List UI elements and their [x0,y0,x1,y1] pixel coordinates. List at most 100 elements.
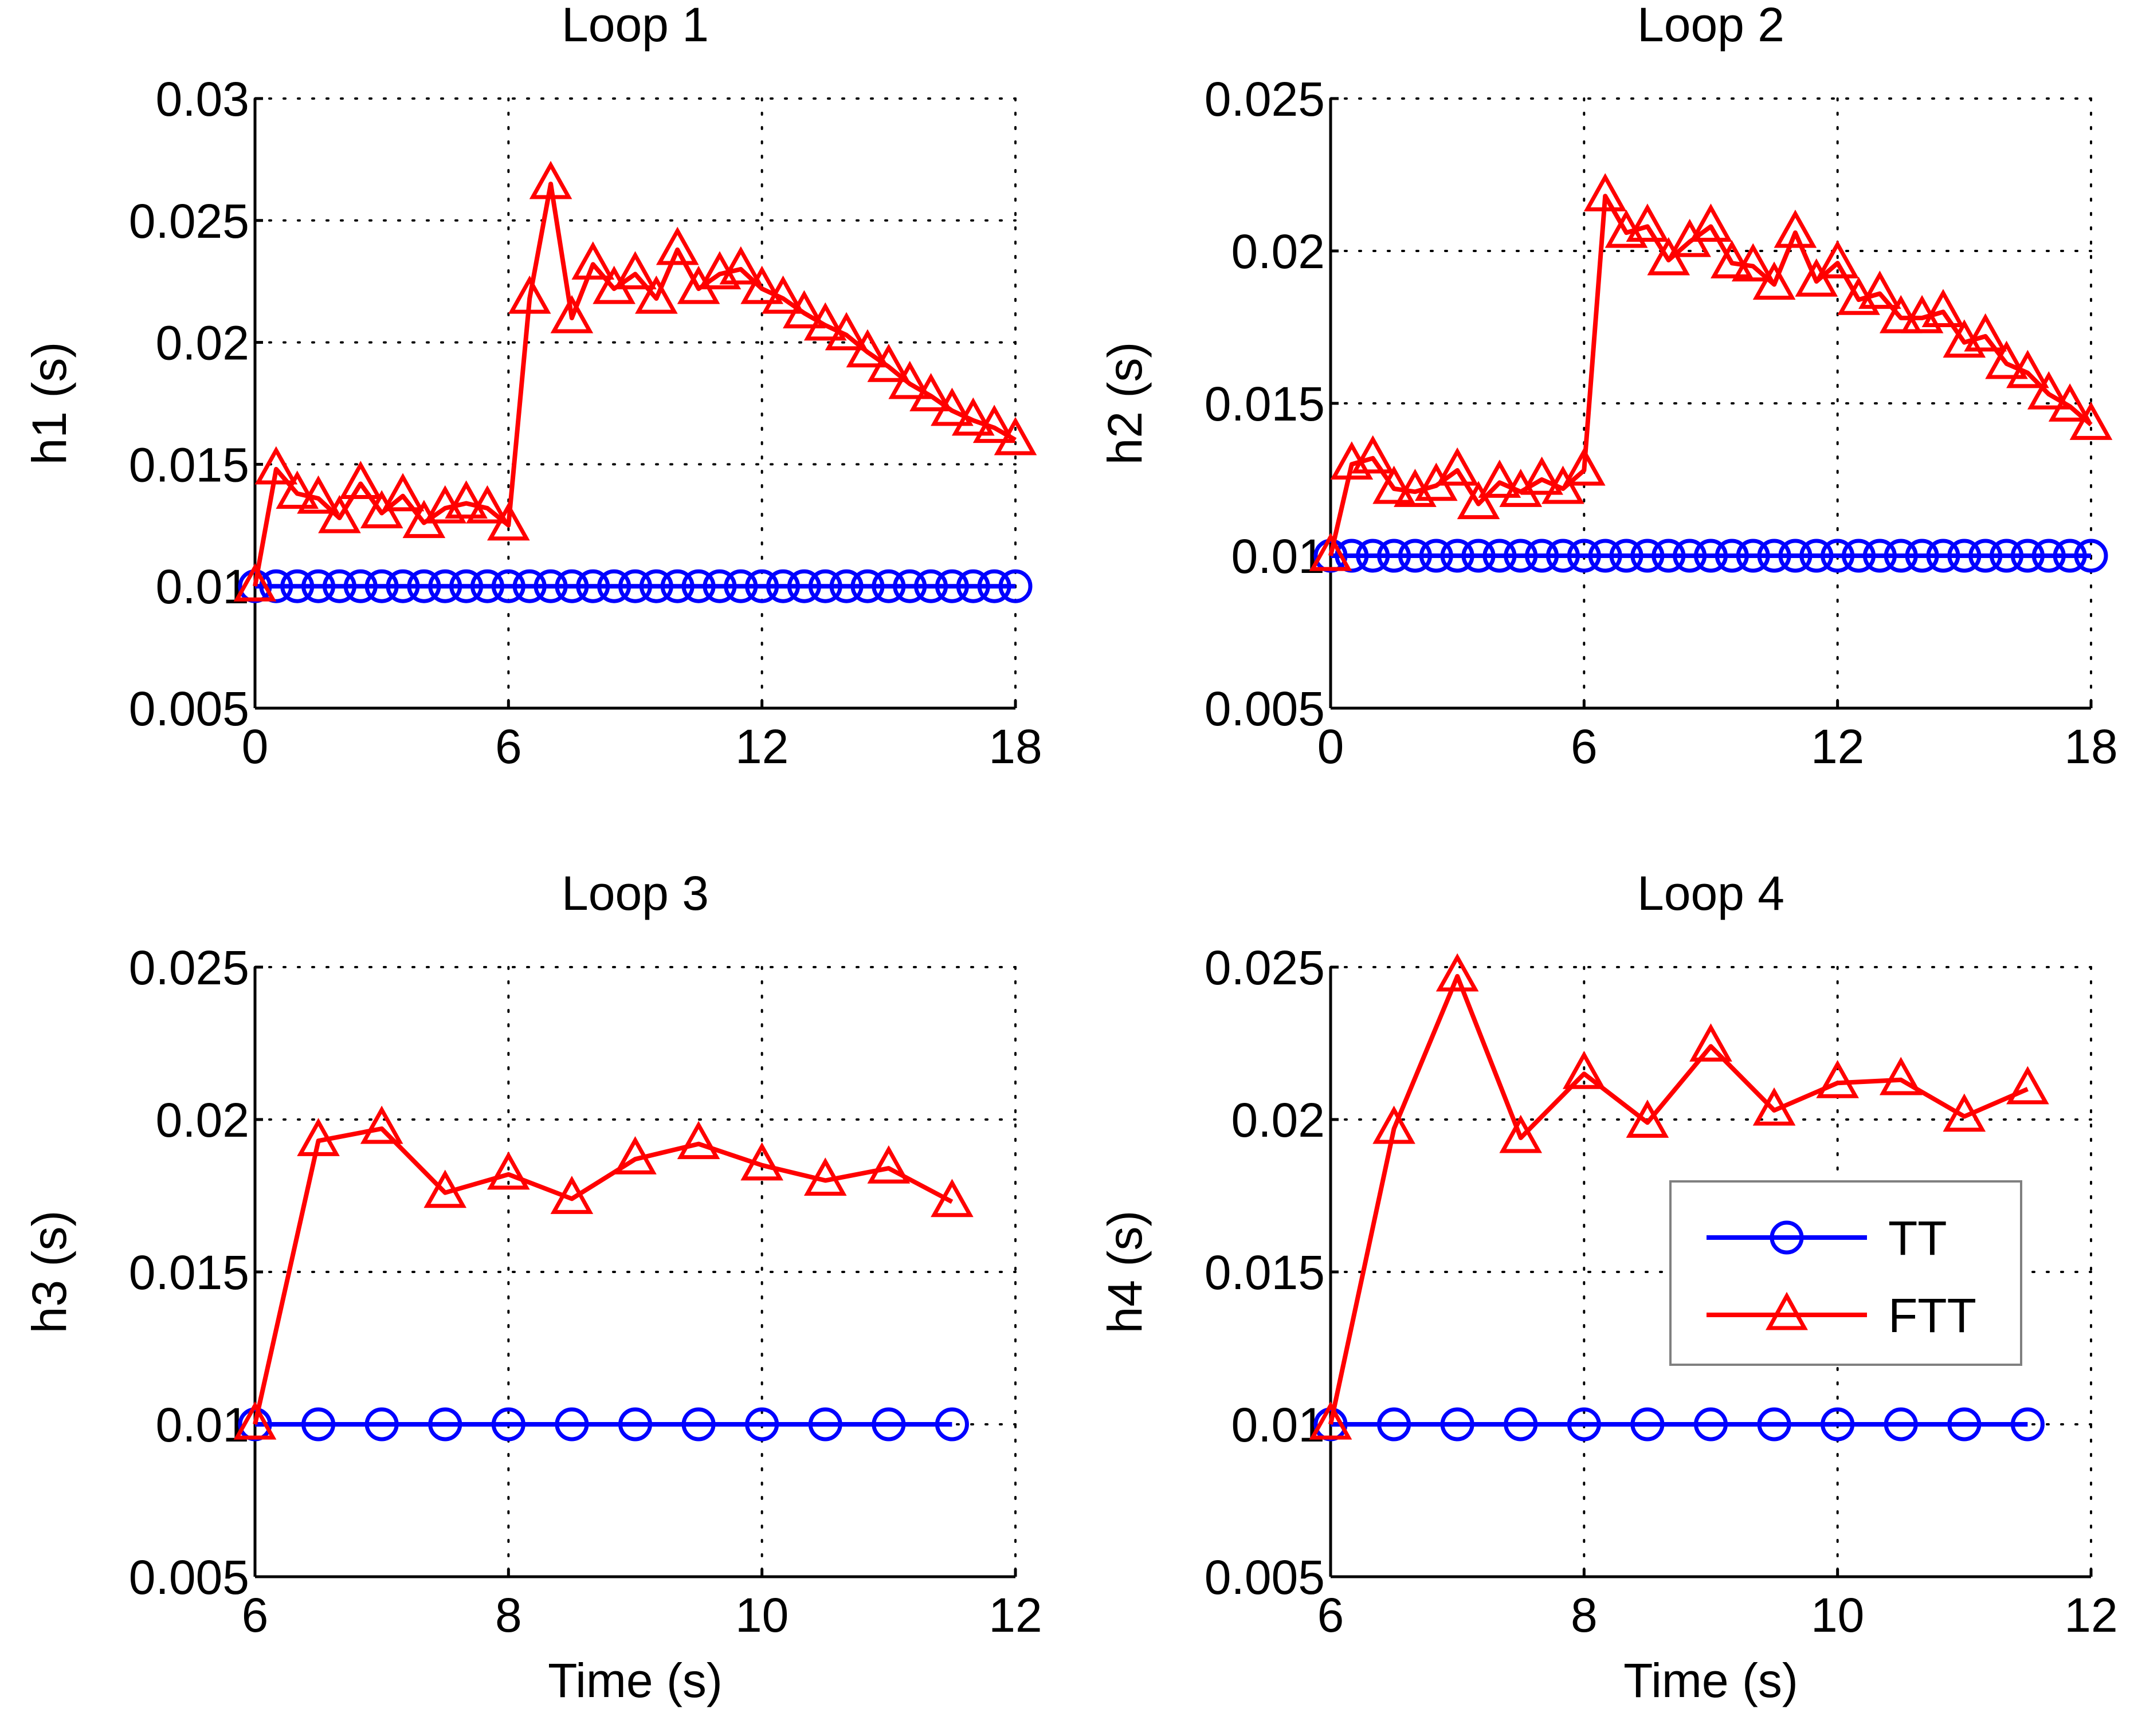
legend-ftt-triangle-marker [1766,1291,1808,1330]
chart-loop-2: 0 6 12 18 0.005 0.01 0.015 0.02 0.025 Loop 2 h2 (s… [1098,0,2118,773]
data-point-ftt [1583,173,1627,211]
data-point-ftt [487,502,530,541]
data-point-tt [491,1407,525,1442]
data-point-ftt [466,485,509,524]
data-point-tt [1926,539,1960,573]
x-tick-label: 6 [242,1588,269,1642]
data-point-tt [555,1407,589,1442]
data-point-tt [1630,1407,1665,1442]
data-point-tt [2053,539,2087,573]
data-point-tt [428,1407,462,1442]
data-point-ftt [1626,1099,1669,1138]
data-point-tt [2074,539,2108,573]
data-point-tt [1821,539,1855,573]
data-point-ftt [550,294,594,333]
data-point-tt [322,569,356,603]
data-point-ftt [445,480,488,519]
series-line-ftt [253,182,1017,587]
data-point-ftt [867,1145,911,1184]
data-point-ftt [1351,435,1395,474]
data-point-ftt [1879,294,1923,333]
data-point-tt [1905,539,1939,573]
x-tick-label: 12 [988,1588,1042,1642]
data-point-ftt [1499,1114,1543,1153]
y-tick-label: 0.02 [1231,225,1325,278]
data-point-ftt [677,1121,720,1160]
data-point-tt [576,569,610,603]
data-point-tt [1652,539,1686,573]
data-point-tt [977,569,1011,603]
data-point-tt [935,569,969,603]
data-point-ftt [1541,465,1584,504]
data-point-ftt [1964,313,2007,352]
data-point-ftt [931,387,974,426]
data-point-tt [745,1407,779,1442]
x-tick-label: 18 [988,720,1042,773]
data-point-ftt [2069,402,2113,440]
data-point-tt [808,569,842,603]
x-tick-label: 18 [2064,720,2117,773]
data-point-ftt [867,343,911,382]
data-point-tt [2010,1407,2045,1442]
data-point-ftt [529,160,572,199]
data-point-ftt [803,1157,847,1196]
data-point-ftt [783,290,826,329]
data-point-tt [956,569,990,603]
y-tick-label: 0.03 [156,72,250,126]
data-point-tt [555,569,589,603]
data-point-tt [1884,539,1918,573]
data-point-tt [1504,1407,1538,1442]
legend: TT FTT [1669,1180,2022,1366]
data-point-ftt [339,461,382,500]
data-point-tt [724,569,758,603]
chart-title: Loop 3 [562,866,709,920]
data-point-ftt [571,241,615,280]
data-point-tt [1461,539,1496,573]
data-point-ftt [233,563,277,602]
data-point-tt [2010,539,2045,573]
x-tick-label: 0 [242,720,269,773]
data-point-ftt [846,329,889,368]
data-point-ftt [614,251,657,290]
data-point-tt [512,569,547,603]
data-point-ftt [487,1151,530,1190]
y-tick-label: 0.02 [156,1093,250,1147]
data-point-tt [681,1407,716,1442]
data-point-ftt [1372,465,1415,504]
data-point-ftt [508,275,551,314]
data-point-tt [1440,539,1474,573]
data-point-tt [1884,1407,1918,1442]
data-point-ftt [1435,953,1479,992]
data-point-tt [1862,539,1897,573]
data-point-tt [1377,1407,1411,1442]
data-point-ftt [2006,1066,2049,1105]
data-point-ftt [1309,1401,1352,1440]
data-point-ftt [1985,340,2028,379]
data-point-tt [1377,539,1411,573]
data-point-tt [1947,1407,1982,1442]
data-point-tt [1799,539,1834,573]
x-tick-label: 0 [1317,720,1344,773]
y-tick-label: 0.005 [129,682,249,736]
data-point-ftt [972,404,1016,443]
data-point-ftt [1457,481,1500,520]
data-point-tt [364,569,399,603]
legend-tt-label: TT [1888,1211,1947,1265]
data-point-ftt [2027,371,2070,410]
data-point-tt [872,569,906,603]
data-point-ftt [909,373,952,411]
y-axis-label: h3 (s) [22,1211,76,1334]
y-tick-label: 0.025 [129,194,249,248]
data-point-tt [1588,539,1622,573]
data-point-tt [386,569,420,603]
data-point-tt [301,1407,336,1442]
data-point-tt [998,569,1033,603]
data-point-tt [618,569,652,603]
data-point-tt [1990,539,2024,573]
data-point-tt [1630,539,1665,573]
y-tick-label: 0.02 [156,316,250,370]
data-point-tt [1567,1407,1601,1442]
y-tick-label: 0.01 [156,560,250,614]
data-point-ftt [1879,1056,1923,1095]
